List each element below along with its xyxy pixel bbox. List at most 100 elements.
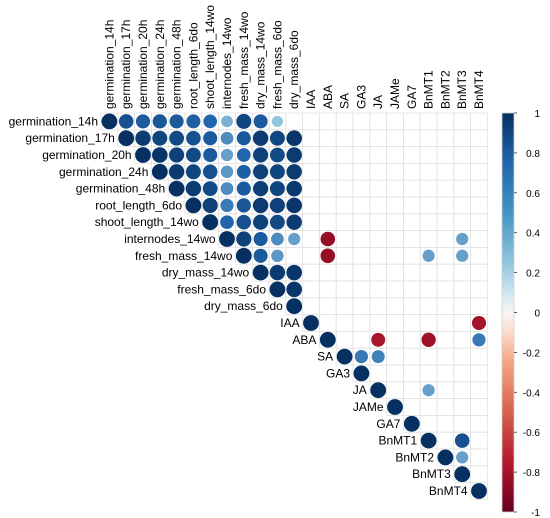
grid-cell [453,146,471,164]
colorbar-gradient [501,112,515,513]
correlation-circle-JAMe-JAMe [387,399,403,415]
grid-cell [419,213,438,232]
grid-cell [470,347,488,366]
correlation-circle-germination_20h-dry_mass_6do [286,147,302,163]
correlation-circle-dry_mass_14wo-dry_mass_6do [286,264,302,281]
grid-cell [453,280,471,299]
column-label: dry_mass_14wo [254,21,268,109]
grid-cell [453,213,471,232]
grid-cell [402,280,421,299]
correlation-circle-germination_17h-fresh_mass_14wo [236,131,251,146]
row-label: JAMe [353,400,384,414]
grid-cell [402,129,421,148]
correlation-circle-germination_24h-fresh_mass_6do [269,164,285,180]
correlation-circle-germination_20h-root_length_6do [185,147,201,163]
grid-cell [335,179,354,198]
grid-cell [470,196,488,215]
grid-cell [402,179,421,198]
grid-cell [352,246,371,265]
grid-cell [318,146,337,164]
grid-cell [470,364,488,383]
row-label: SA [317,350,333,364]
grid-cell [436,347,455,366]
correlation-circle-germination_14h-germination_17h [118,114,134,129]
correlation-circle-germination_48h-shoot_length_14wo [202,181,218,197]
correlation-circle-SA-GA3 [354,349,369,364]
correlation-circle-root_length_6do-fresh_mass_6do [269,197,285,213]
grid-cell [453,129,471,148]
grid-cell [285,112,303,131]
grid-cell [419,364,438,383]
grid-cell [402,381,421,399]
correlation-circles [101,113,487,499]
grid-cell [335,230,354,248]
correlation-circle-germination_17h-fresh_mass_6do [269,130,285,146]
grid-cell [386,146,404,164]
correlation-circle-fresh_mass_14wo-BnMT1 [422,249,435,262]
grid-cell [402,230,421,248]
correlation-circle-root_length_6do-fresh_mass_14wo [236,198,251,213]
grid-cell [436,263,455,282]
grid-cell [436,146,455,164]
grid-cell [402,263,421,282]
grid-cell [436,280,455,299]
column-label: germination_14h [102,20,116,109]
grid-cell [352,280,371,299]
colorbar-tick-label: 0.8 [526,149,540,160]
grid-cell [352,263,371,282]
row-label: IAA [280,316,299,330]
grid-cell [386,364,404,383]
grid-cell [436,414,455,433]
correlation-circle-germination_17h-germination_48h [169,130,185,146]
grid-cell [453,112,471,131]
column-label: SA [338,93,352,109]
row-label: dry_mass_14wo [162,266,250,280]
grid-cell [386,246,404,265]
correlation-circle-germination_17h-shoot_length_14wo [203,131,218,146]
grid-cell [285,246,303,265]
correlation-circle-dry_mass_6do-dry_mass_6do [286,298,303,315]
grid-cell [335,112,354,131]
row-label: germination_20h [42,148,131,162]
correlation-circle-dry_mass_14wo-fresh_mass_6do [269,264,286,281]
grid-cell [318,297,337,315]
colorbar-tick-label: 0 [534,309,540,320]
grid-cell [402,297,421,315]
grid-cell [352,213,371,232]
correlation-circle-germination_20h-fresh_mass_6do [269,147,285,163]
correlation-circle-root_length_6do-internodes_14wo [220,198,234,213]
row-label: fresh_mass_14wo [135,249,233,263]
grid-cell [335,213,354,232]
grid-cell [436,398,455,416]
grid-cell [386,347,404,366]
grid-cell [470,482,488,500]
grid-cell [402,246,421,265]
correlation-circle-germination_17h-germination_17h [118,130,135,147]
correlation-circle-root_length_6do-shoot_length_14wo [202,197,218,213]
grid-cell [402,196,421,215]
grid-cell [419,129,438,148]
correlation-circle-dry_mass_14wo-dry_mass_14wo [252,264,269,281]
grid-cell [302,246,320,265]
grid-cell [335,146,354,164]
colorbar-tick-label: -0.8 [523,468,541,479]
grid-cell [369,297,387,315]
grid-cell [470,280,488,299]
grid-cell [453,179,471,198]
row-label: dry_mass_6do [204,299,283,313]
grid-cell [419,162,438,181]
correlation-circle-germination_17h-germination_24h [152,130,168,146]
row-label: root_length_6do [95,198,182,212]
grid-cell [453,314,471,332]
grid-cell [369,246,387,265]
row-label: ABA [292,333,316,347]
grid-cell [318,129,337,148]
grid-cell [335,314,354,332]
correlation-circle-germination_24h-dry_mass_6do [286,164,302,180]
grid-cell [453,263,471,282]
column-label: dry_mass_6do [287,30,301,109]
grid-cell [436,179,455,198]
grid-cell [318,263,337,282]
grid-cell [453,330,471,349]
correlation-circle-germination_14h-germination_20h [135,114,151,129]
